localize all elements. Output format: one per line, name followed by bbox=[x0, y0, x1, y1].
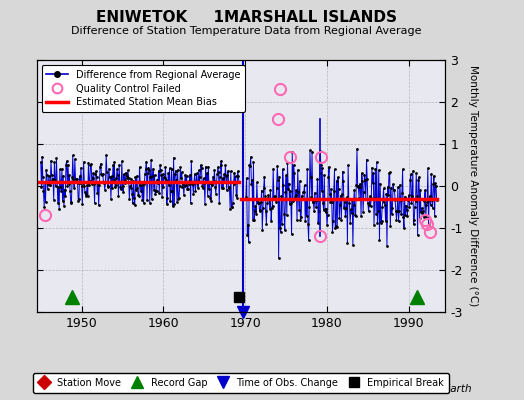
Text: ENIWETOK     1MARSHALL ISLANDS: ENIWETOK 1MARSHALL ISLANDS bbox=[96, 10, 397, 25]
Legend: Difference from Regional Average, Quality Control Failed, Estimated Station Mean: Difference from Regional Average, Qualit… bbox=[41, 65, 245, 112]
Text: Difference of Station Temperature Data from Regional Average: Difference of Station Temperature Data f… bbox=[71, 26, 421, 36]
Legend: Station Move, Record Gap, Time of Obs. Change, Empirical Break: Station Move, Record Gap, Time of Obs. C… bbox=[33, 374, 449, 393]
Text: Berkeley Earth: Berkeley Earth bbox=[395, 384, 472, 394]
Y-axis label: Monthly Temperature Anomaly Difference (°C): Monthly Temperature Anomaly Difference (… bbox=[468, 65, 478, 307]
